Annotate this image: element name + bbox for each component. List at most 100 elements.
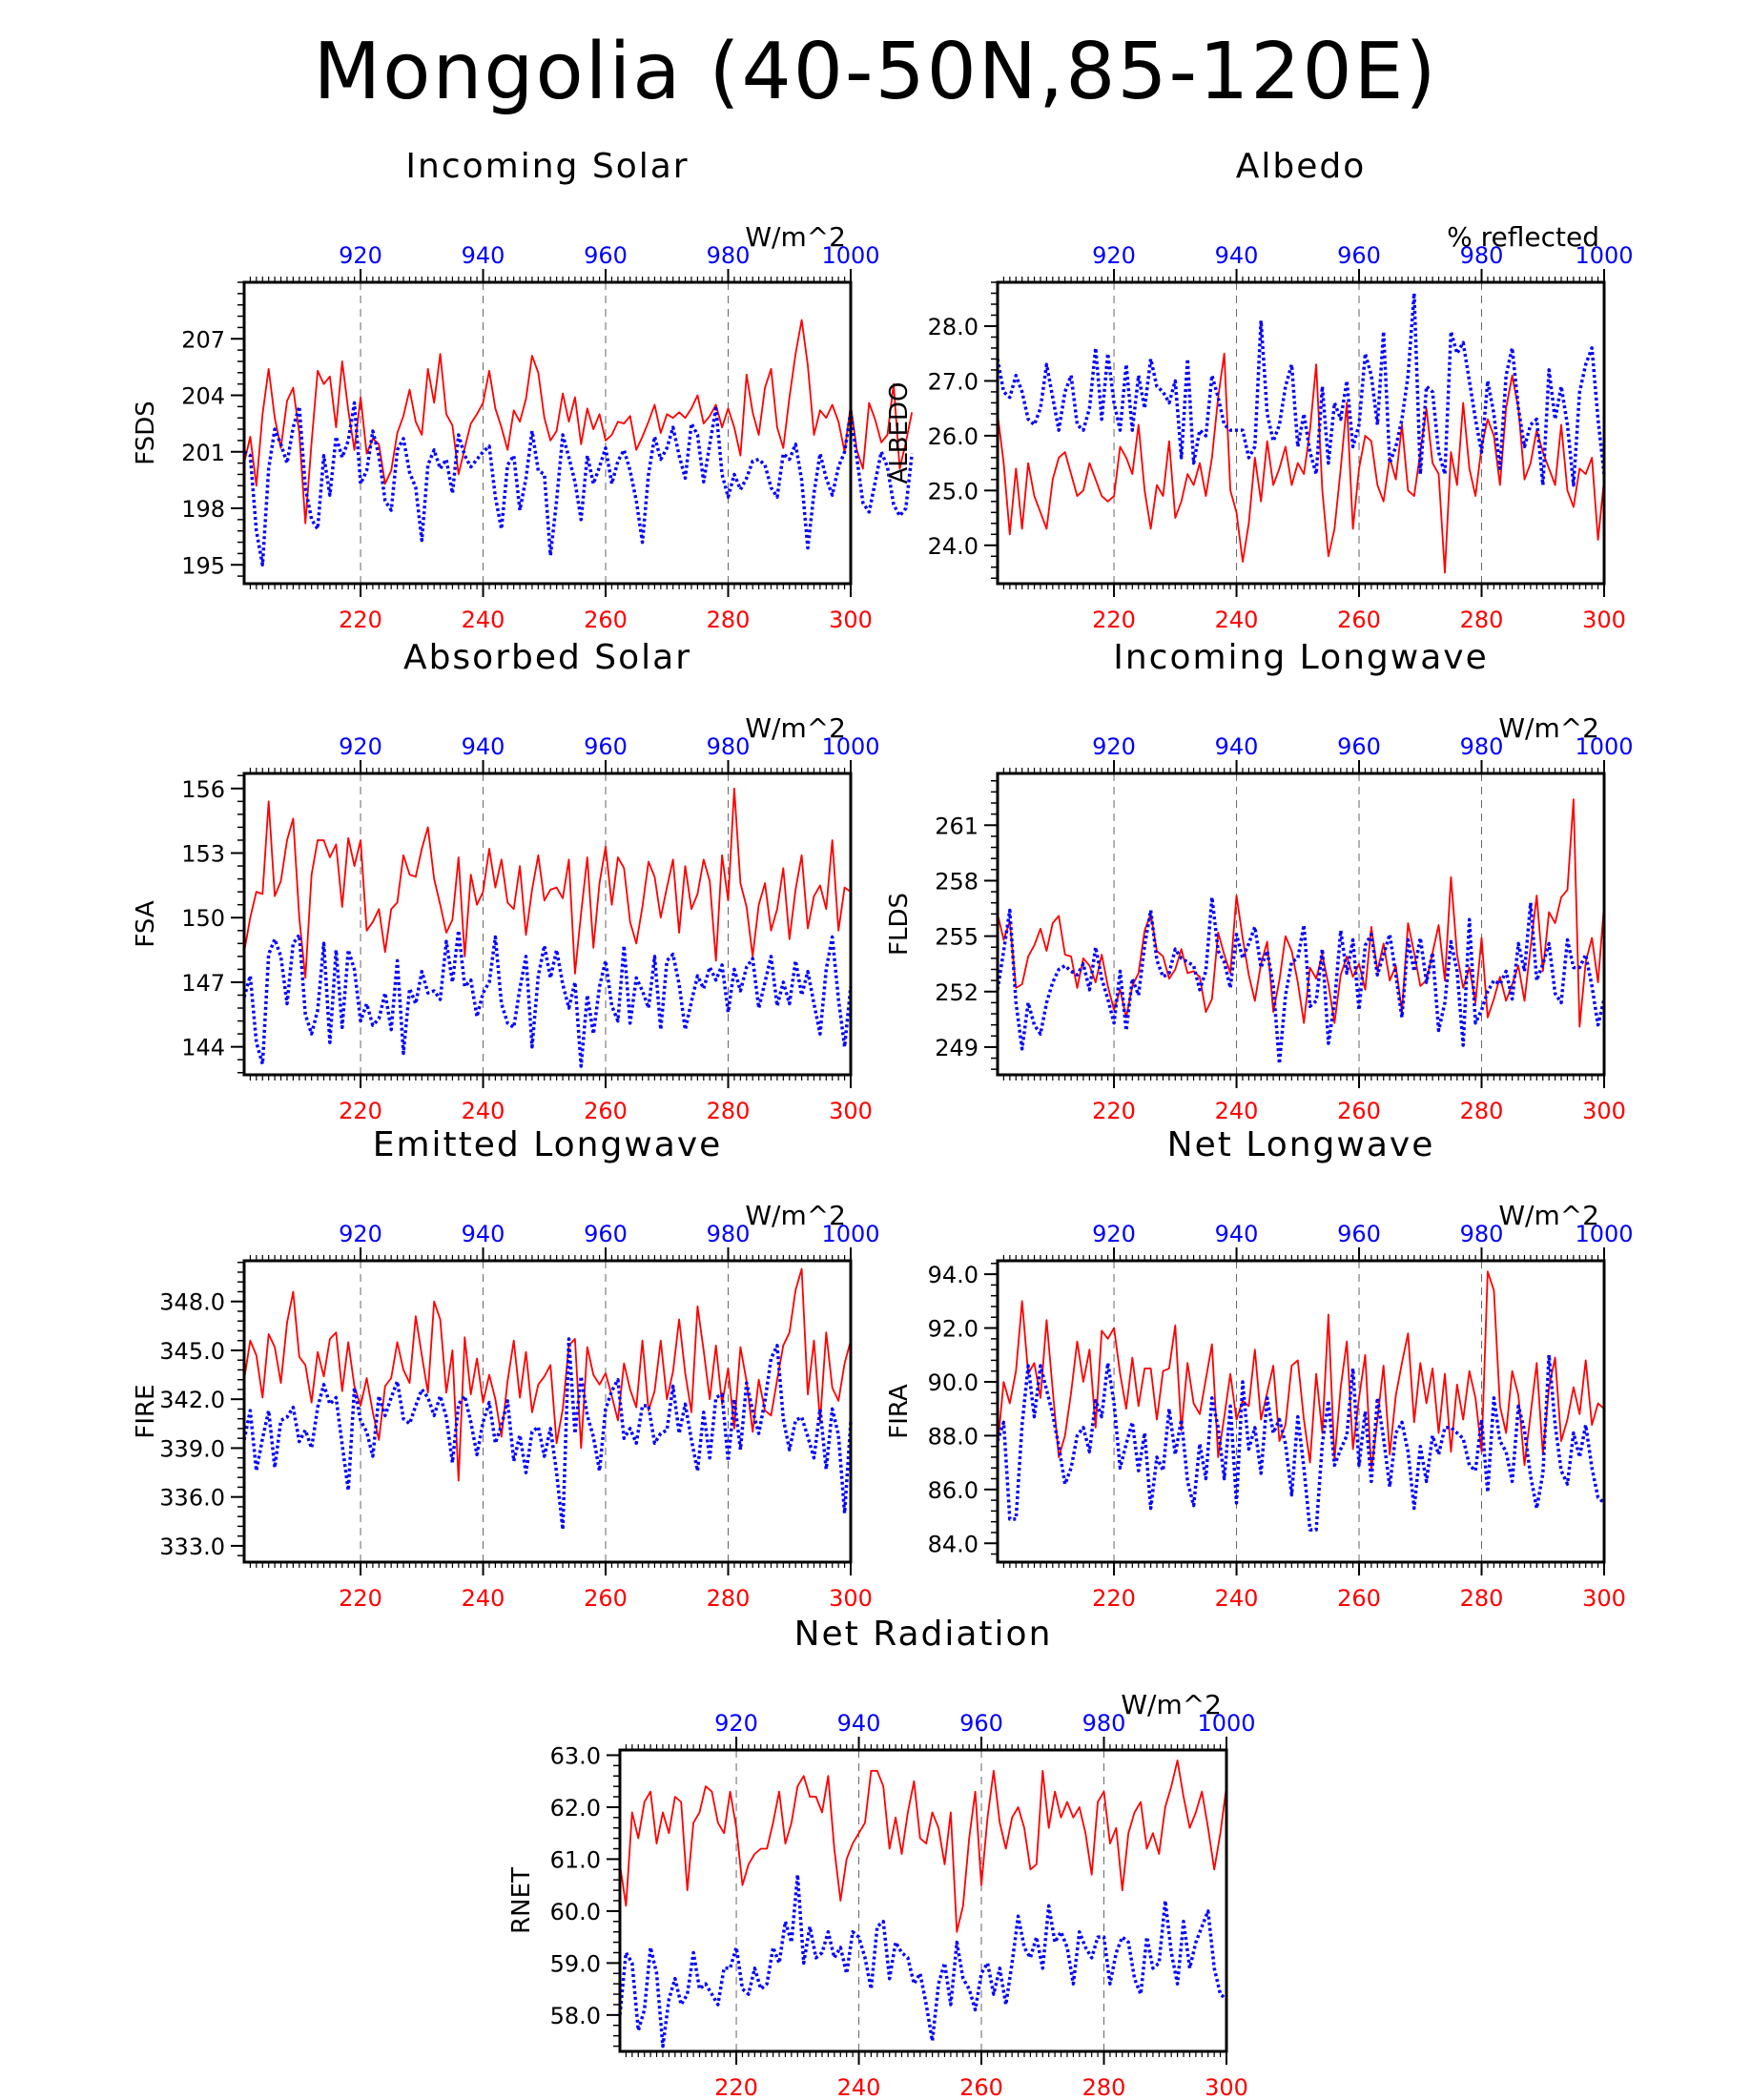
y-tick-label: 333.0	[159, 1534, 225, 1560]
x-tick-label-top: 980	[1460, 242, 1504, 269]
y-tick-label: 207	[181, 326, 225, 353]
x-tick-label-top: 920	[1092, 242, 1136, 269]
x-tick-label-bottom: 240	[1215, 1585, 1259, 1612]
y-tick-label: 345.0	[159, 1338, 225, 1365]
x-tick-label-bottom: 260	[1337, 607, 1381, 633]
x-tick-label-bottom: 240	[462, 607, 505, 633]
x-tick-label-top: 960	[584, 242, 628, 269]
x-tick-label-bottom: 300	[829, 1098, 873, 1124]
series-line-blue-dotted	[996, 1353, 1606, 1532]
series-line-red-solid	[997, 1270, 1605, 1472]
y-tick-label: 156	[181, 776, 225, 803]
units-label: W/m^2	[1498, 1200, 1599, 1231]
x-tick-label-bottom: 300	[829, 1585, 873, 1612]
x-tick-label-bottom: 220	[339, 1098, 382, 1124]
y-tick-label: 58.0	[550, 2003, 601, 2029]
x-tick-label-bottom: 300	[1205, 2074, 1248, 2100]
x-tick-label-bottom: 240	[462, 1098, 505, 1124]
x-tick-label-top: 980	[1460, 733, 1504, 760]
plot-frame	[242, 280, 853, 586]
y-tick-label: 94.0	[928, 1262, 978, 1288]
plot-frame	[996, 772, 1606, 1077]
x-tick-label-bottom: 280	[707, 1098, 751, 1124]
series-line-red-solid	[243, 787, 852, 979]
x-tick-label-top: 960	[584, 733, 628, 760]
units-label: W/m^2	[1498, 712, 1599, 744]
series-line-blue-dotted	[996, 896, 1606, 1066]
x-tick-label-bottom: 220	[1092, 607, 1136, 633]
x-tick-label-top: 1000	[1575, 1221, 1633, 1247]
y-tick-label: 204	[181, 383, 225, 410]
chart-title: Incoming Longwave	[1113, 638, 1489, 677]
x-tick-label-bottom: 260	[584, 1585, 628, 1612]
x-tick-label-top: 940	[1215, 242, 1259, 269]
chart-title: Net Radiation	[794, 1615, 1053, 1654]
y-tick-label: 24.0	[928, 533, 978, 560]
plot-frame	[618, 1748, 1228, 2053]
y-axis-label: FIRA	[885, 1384, 914, 1439]
x-tick-label-bottom: 300	[1582, 607, 1626, 633]
units-label: W/m^2	[745, 712, 846, 744]
y-tick-label: 92.0	[928, 1316, 978, 1343]
series-line-blue-dotted	[242, 1337, 853, 1532]
units-label: W/m^2	[745, 221, 846, 253]
x-tick-label-top: 1000	[1575, 242, 1633, 269]
x-tick-label-top: 940	[462, 242, 505, 269]
chart-panel-4: Incoming Longwave W/m^2 FLDS 249 252 255 258 26…	[885, 638, 1634, 1124]
y-tick-label: 61.0	[550, 1846, 601, 1873]
y-tick-label: 201	[181, 440, 225, 466]
x-tick-label-top: 920	[1092, 733, 1136, 760]
y-tick-label: 60.0	[550, 1899, 601, 1925]
y-axis-label: FIRE	[132, 1384, 160, 1438]
y-tick-label: 26.0	[928, 423, 978, 450]
x-tick-label-top: 920	[339, 733, 382, 760]
x-tick-label-bottom: 280	[1082, 2074, 1126, 2100]
y-axis-label: FLDS	[885, 893, 914, 956]
chart-title: Albedo	[1236, 147, 1367, 186]
x-tick-label-bottom: 260	[584, 607, 628, 633]
y-tick-label: 144	[181, 1035, 225, 1061]
chart-title: Net Longwave	[1167, 1125, 1435, 1164]
x-tick-label-top: 920	[714, 1710, 758, 1737]
x-tick-label-bottom: 260	[584, 1098, 628, 1124]
y-tick-label: 86.0	[928, 1477, 978, 1504]
units-label: W/m^2	[745, 1200, 846, 1231]
y-tick-label: 88.0	[928, 1423, 978, 1450]
chart-panel-3: Absorbed Solar W/m^2 FSA 144 147 150 153 156 220…	[132, 638, 880, 1124]
x-tick-label-bottom: 240	[1215, 607, 1259, 633]
x-tick-label-top: 940	[837, 1710, 881, 1737]
plot-frame	[996, 280, 1606, 586]
x-tick-label-bottom: 220	[1092, 1585, 1136, 1612]
series-line-blue-dotted	[618, 1873, 1228, 2049]
x-tick-label-top: 1000	[821, 242, 879, 269]
series-line-red-solid	[243, 319, 914, 525]
x-tick-label-top: 960	[1337, 733, 1381, 760]
x-tick-label-top: 960	[1337, 242, 1381, 269]
x-tick-label-bottom: 240	[1215, 1098, 1259, 1124]
x-tick-label-top: 980	[1082, 1710, 1126, 1737]
x-tick-label-bottom: 220	[339, 607, 382, 633]
series-line-red-solid	[243, 1267, 852, 1482]
x-tick-label-top: 940	[1215, 733, 1259, 760]
plot-frame	[242, 772, 853, 1077]
x-tick-label-top: 980	[707, 733, 751, 760]
y-tick-label: 84.0	[928, 1531, 978, 1557]
y-tick-label: 261	[935, 813, 978, 839]
x-tick-label-bottom: 240	[837, 2074, 881, 2100]
y-axis-label: FSA	[132, 900, 160, 947]
chart-panel-6: Net Longwave W/m^2 FIRA 84.0 86.0 88.0 90.0 92.…	[885, 1125, 1634, 1612]
units-label: W/m^2	[1121, 1689, 1222, 1720]
x-tick-label-top: 980	[707, 242, 751, 269]
y-tick-label: 62.0	[550, 1795, 601, 1822]
y-tick-label: 198	[181, 496, 225, 523]
series-line-blue-dotted	[242, 929, 853, 1068]
x-tick-label-bottom: 240	[462, 1585, 505, 1612]
y-tick-label: 59.0	[550, 1950, 601, 1977]
x-tick-label-top: 920	[339, 242, 382, 269]
y-axis-label: FSDS	[132, 401, 160, 465]
y-tick-label: 27.0	[928, 368, 978, 395]
page-title: Mongolia (40-50N,85-120E)	[313, 27, 1438, 117]
x-tick-label-top: 960	[959, 1710, 1003, 1737]
x-tick-label-top: 920	[1092, 1221, 1136, 1247]
